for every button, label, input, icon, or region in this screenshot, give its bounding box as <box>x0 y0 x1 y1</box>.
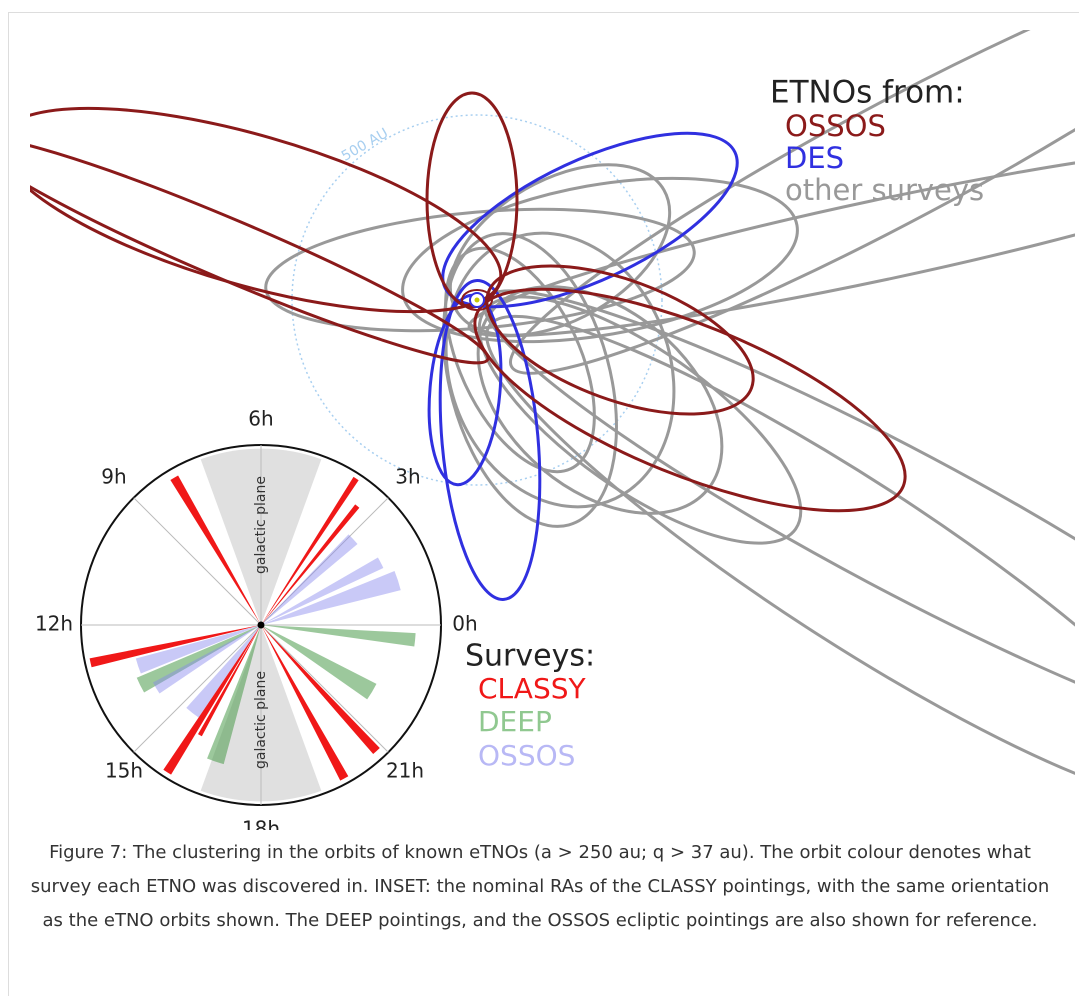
inset-legend-entry: DEEP <box>478 705 552 738</box>
legend-title: ETNOs from: <box>770 75 965 111</box>
hour-label: 21h <box>386 759 424 783</box>
galactic-plane-label: galactic plane <box>253 671 269 769</box>
pointing-wedge <box>135 625 261 674</box>
hour-label: 9h <box>101 465 126 489</box>
hour-label: 12h <box>35 612 73 636</box>
pointing-wedge <box>261 625 349 781</box>
hour-label: 3h <box>395 465 420 489</box>
inset-legend-title: Surveys: <box>465 639 595 674</box>
hour-label: 0h <box>452 612 477 636</box>
pointing-wedge <box>261 534 358 625</box>
pointing-wedge <box>261 557 384 625</box>
hour-spoke <box>260 624 389 753</box>
legend-entry: OSSOS <box>785 109 886 143</box>
pointing-wedge <box>261 476 359 625</box>
hour-label: 15h <box>105 759 143 783</box>
hour-spoke <box>133 624 262 753</box>
figure-frame <box>8 12 1079 996</box>
pointing-wedge <box>261 625 416 647</box>
hour-spoke <box>133 497 262 626</box>
pointing-wedge <box>207 625 261 765</box>
legend-entry: other surveys <box>785 173 984 207</box>
scale-label: 500 AU <box>339 125 391 164</box>
pointing-wedge <box>89 625 261 668</box>
figure: 500 AU ETNOs from: OSSOS DES other surve… <box>30 30 1075 831</box>
inset-legend-entry: CLASSY <box>478 672 586 705</box>
hour-spoke <box>260 497 389 626</box>
galactic-plane-label: galactic plane <box>253 476 269 574</box>
pointing-wedge <box>136 625 261 693</box>
legend-entry: DES <box>785 141 844 175</box>
orbits <box>30 30 1075 806</box>
pointing-wedge <box>261 504 360 625</box>
pointing-wedge <box>198 625 261 737</box>
pointing-wedge <box>163 625 261 775</box>
pointing-wedge <box>261 625 380 755</box>
inset-center <box>257 621 265 629</box>
pointing-wedge <box>261 571 401 625</box>
inset-legend-entry: OSSOS <box>478 739 575 772</box>
pointing-wedge <box>152 625 261 694</box>
hour-label: 6h <box>248 407 273 431</box>
pointing-wedge <box>261 625 377 700</box>
caption: Figure 7: The clustering in the orbits o… <box>30 842 1050 931</box>
pointing-wedge <box>170 475 261 625</box>
pointing-wedge <box>186 625 261 718</box>
hour-label: 18h <box>242 817 280 831</box>
inset-polar <box>80 444 442 806</box>
